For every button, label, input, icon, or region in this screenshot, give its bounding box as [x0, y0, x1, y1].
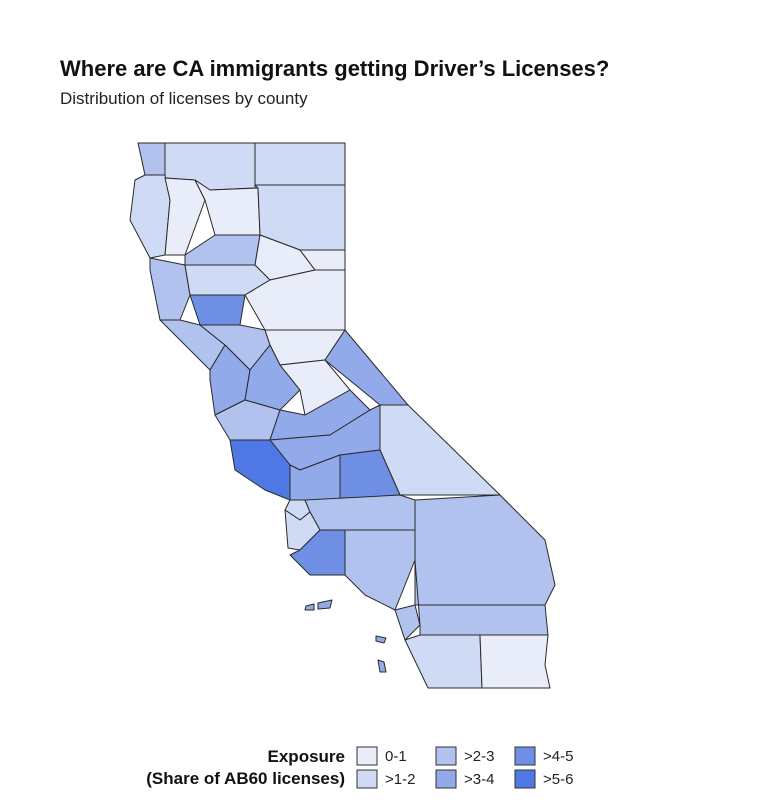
county — [479, 634, 551, 689]
legend-label: 0-1 — [385, 748, 407, 765]
county — [304, 603, 315, 611]
legend-label: >5-6 — [543, 771, 573, 788]
legend-swatch — [435, 769, 457, 789]
legend-swatch — [514, 769, 536, 789]
county — [317, 599, 333, 610]
county — [189, 294, 246, 326]
legend-swatch — [514, 746, 536, 766]
county — [304, 494, 416, 531]
legend-swatch — [356, 746, 378, 766]
title: Where are CA immigrants getting Driver’s… — [60, 56, 609, 81]
legend-swatch — [435, 746, 457, 766]
county — [299, 249, 346, 271]
county-map — [129, 142, 556, 689]
legend-label: >4-5 — [543, 748, 573, 765]
legend-title: Exposure — [268, 747, 345, 766]
legend-swatch — [356, 769, 378, 789]
legend-label: >3-4 — [464, 771, 494, 788]
legend: 0-1 >1-2 >2-3 >3-4 >4-5 >5-6 — [356, 746, 573, 789]
legend-label: >1-2 — [385, 771, 415, 788]
county — [377, 659, 387, 673]
county — [375, 635, 387, 644]
subtitle: Distribution of licenses by county — [60, 89, 308, 108]
legend-title: (Share of AB60 licenses) — [146, 769, 345, 788]
legend-label: >2-3 — [464, 748, 494, 765]
county — [254, 142, 346, 186]
